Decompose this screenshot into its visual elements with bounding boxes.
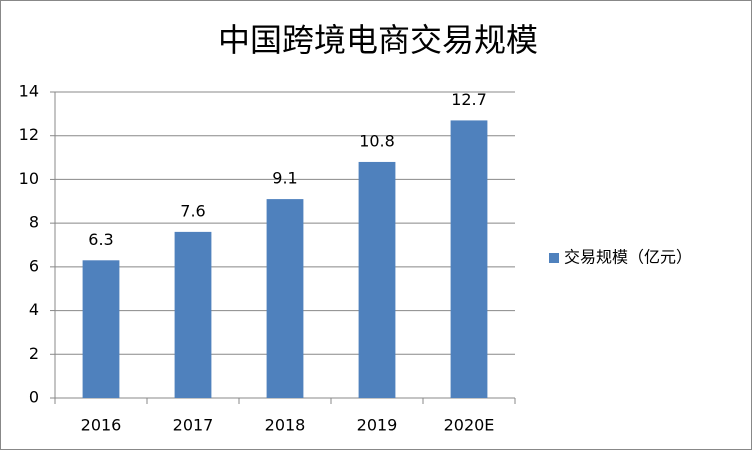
y-tick-label: 4 bbox=[29, 300, 39, 319]
data-label: 7.6 bbox=[180, 201, 205, 220]
y-tick-label: 0 bbox=[29, 388, 39, 407]
y-tick-label: 14 bbox=[19, 82, 39, 101]
chart-title: 中国跨境电商交易规模 bbox=[218, 21, 538, 59]
y-tick-label: 12 bbox=[19, 125, 39, 144]
data-label: 9.1 bbox=[272, 169, 297, 188]
data-label: 6.3 bbox=[88, 230, 113, 249]
data-label: 12.7 bbox=[451, 90, 487, 109]
x-tick-label: 2017 bbox=[173, 416, 214, 435]
y-tick-label: 10 bbox=[19, 169, 39, 188]
data-label: 10.8 bbox=[359, 131, 395, 150]
x-tick-label: 2018 bbox=[265, 416, 306, 435]
x-tick-label: 2019 bbox=[357, 416, 398, 435]
bar bbox=[82, 260, 120, 398]
bar bbox=[358, 161, 396, 398]
y-tick-label: 8 bbox=[29, 213, 39, 232]
x-tick-label: 2016 bbox=[81, 416, 122, 435]
y-tick-label: 6 bbox=[29, 256, 39, 275]
legend-marker bbox=[549, 253, 559, 263]
bar bbox=[174, 231, 212, 398]
bar bbox=[266, 199, 304, 398]
y-tick-label: 2 bbox=[29, 344, 39, 363]
x-tick-label: 2020E bbox=[444, 416, 495, 435]
bar bbox=[450, 120, 488, 399]
legend-label: 交易规模（亿元） bbox=[564, 248, 692, 267]
